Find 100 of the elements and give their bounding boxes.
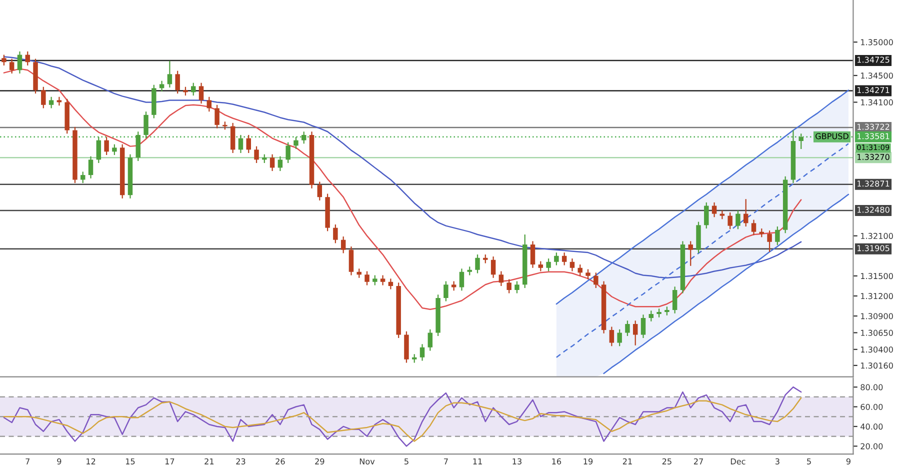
candlestick	[159, 80, 164, 92]
x-tick-label: Nov	[360, 458, 375, 464]
candlestick	[254, 146, 259, 164]
candlestick	[17, 50, 22, 74]
y-tick-label: 1.30900	[861, 313, 893, 320]
candlestick	[238, 134, 244, 154]
candlestick	[41, 86, 46, 109]
candlestick	[617, 328, 622, 347]
candlestick	[609, 326, 614, 347]
candlestick	[25, 50, 30, 66]
candlestick	[2, 54, 6, 66]
candlestick	[514, 280, 520, 294]
candlestick	[743, 198, 748, 228]
candlestick	[88, 156, 94, 179]
ref-line-label: 1.32480	[858, 206, 890, 213]
ref-line-label: 1.33581	[858, 133, 890, 140]
ref-line-label: 1.31905	[858, 245, 890, 252]
x-tick-label: 26	[276, 458, 285, 464]
candlestick	[546, 258, 551, 272]
x-tick-label: 5	[807, 458, 811, 464]
x-tick-label: 9	[57, 458, 62, 464]
candlestick	[348, 246, 354, 276]
candlestick	[136, 131, 140, 162]
x-tick-label: 3	[775, 458, 780, 464]
candlestick	[294, 136, 298, 150]
y-tick-label: 1.32100	[861, 232, 893, 240]
candlestick	[594, 272, 598, 288]
y-tick-label: 1.30650	[861, 330, 893, 336]
ref-line-label: 1.33722	[858, 124, 890, 130]
candlestick	[80, 171, 86, 184]
candlestick	[333, 224, 338, 244]
candlestick	[191, 82, 196, 96]
candlestick	[214, 104, 220, 129]
candlestick	[380, 274, 386, 286]
candlestick	[688, 240, 693, 266]
x-tick-label: 7	[26, 458, 30, 464]
candlestick	[728, 212, 732, 230]
candlestick	[144, 111, 148, 139]
candlestick	[562, 252, 567, 266]
x-tick-label: Dec	[730, 458, 746, 464]
y-tick-label: 1.30400	[861, 346, 893, 353]
candlestick	[388, 278, 394, 290]
candlestick	[206, 96, 212, 112]
line-series	[556, 90, 850, 305]
candlestick	[459, 268, 464, 292]
y-tick-label: 1.31500	[861, 273, 893, 280]
x-tick-label: 7	[444, 458, 448, 464]
candlestick	[640, 314, 646, 339]
x-tick-label: 23	[236, 458, 246, 464]
candlestick	[96, 136, 102, 164]
y-tick-label: 1.34100	[861, 99, 893, 106]
candlestick	[490, 256, 496, 278]
candlestick	[751, 219, 756, 236]
candlestick	[444, 280, 448, 302]
candlestick	[340, 236, 346, 254]
candlestick	[167, 60, 172, 88]
candlestick	[451, 280, 456, 292]
candlestick	[736, 210, 740, 230]
candlestick	[586, 268, 590, 280]
candlestick	[364, 270, 370, 286]
y-tick-label: 40.00	[860, 424, 883, 430]
candlestick	[530, 240, 536, 268]
line-series	[3, 386, 802, 447]
candlestick	[625, 320, 630, 337]
ref-line-label: 1.34271	[858, 87, 890, 94]
x-tick-label: 21	[204, 458, 214, 464]
candlestick	[278, 156, 283, 172]
candlestick	[498, 270, 504, 286]
candlestick	[286, 142, 290, 164]
candlestick	[356, 268, 362, 278]
candlestick	[570, 258, 575, 272]
line-series	[556, 143, 850, 358]
line-series	[603, 194, 850, 374]
y-tick-label: 1.30160	[861, 362, 893, 369]
y-tick-label: 20.00	[860, 443, 883, 450]
x-tick-label: 15	[126, 458, 135, 464]
x-tick-label: 25	[662, 458, 672, 464]
y-tick-label: 1.34500	[861, 72, 893, 79]
candlestick	[198, 82, 204, 104]
x-tick-label: 9	[846, 458, 850, 464]
candlestick	[648, 310, 654, 322]
y-tick-label: 1.35000	[861, 39, 893, 46]
candlestick	[372, 274, 378, 286]
ref-line-label: 1.33270	[858, 154, 890, 160]
candlestick	[506, 278, 512, 294]
candlestick	[175, 70, 180, 94]
y-tick-label: 1.31200	[861, 293, 893, 300]
annotation: GBPUSD	[816, 133, 848, 140]
candlestick	[767, 230, 772, 252]
candlestick	[428, 328, 433, 352]
x-tick-label: 27	[694, 458, 703, 464]
candlestick	[578, 264, 582, 276]
candlestick	[112, 144, 117, 156]
candlestick	[302, 131, 306, 144]
candlestick	[704, 202, 709, 230]
candlestick	[48, 96, 54, 109]
x-tick-label: 19	[584, 458, 593, 464]
candlestick	[475, 254, 480, 274]
y-tick-label: 60.00	[860, 404, 883, 410]
candlestick	[230, 122, 236, 154]
